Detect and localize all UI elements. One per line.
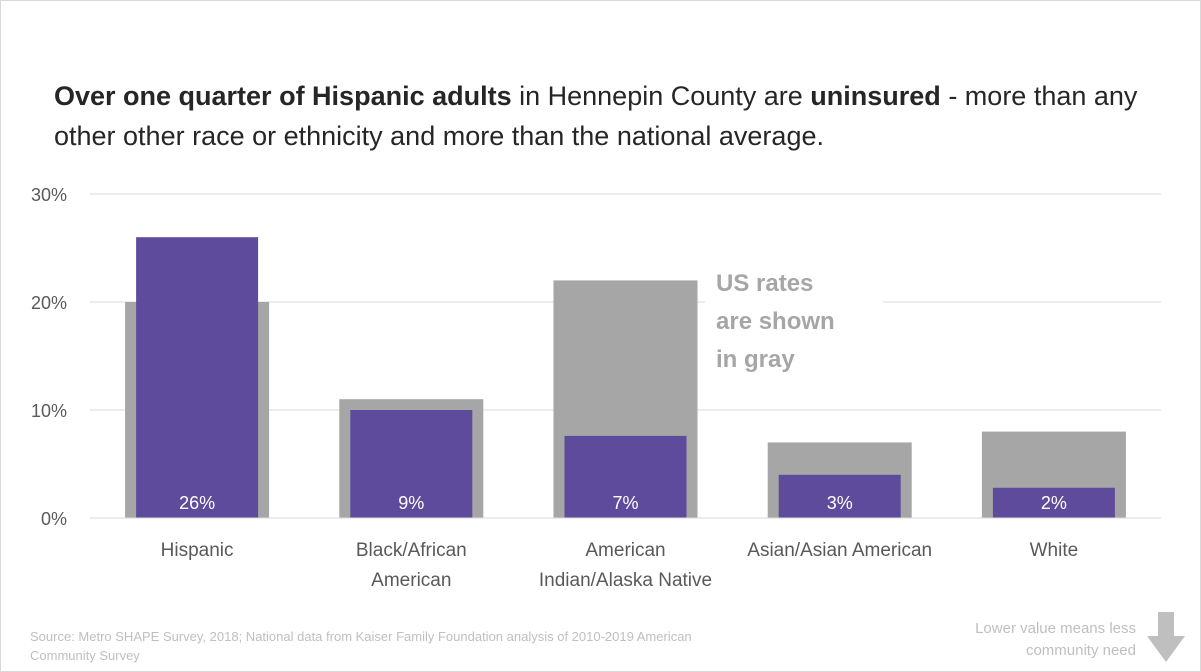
bar-data-label: 9% — [398, 493, 424, 513]
down-arrow-icon — [1147, 612, 1185, 662]
title-text-2: in Hennepin County are — [511, 81, 811, 111]
county-rate-bar — [350, 410, 473, 518]
bar-data-label: 3% — [827, 493, 853, 513]
county-rate-bar — [992, 487, 1115, 518]
x-category-label: Hispanic — [161, 540, 234, 561]
bar-data-label: 7% — [612, 493, 638, 513]
x-category-label: American — [371, 570, 451, 591]
x-category-label: Black/African — [356, 540, 467, 561]
x-category-label: White — [1030, 540, 1079, 561]
title-bold-1: Over one quarter of Hispanic adults — [54, 81, 512, 111]
y-tick-label: 30% — [31, 185, 67, 205]
x-category-label: American — [585, 540, 665, 561]
annotation-text: US rates — [716, 270, 813, 297]
x-category-label: Indian/Alaska Native — [539, 570, 712, 591]
y-tick-label: 10% — [31, 401, 67, 421]
chart-title: Over one quarter of Hispanic adults in H… — [54, 76, 1174, 156]
interpretation-note: Lower value means less community need — [975, 620, 1136, 659]
bar-data-label: 26% — [179, 493, 215, 513]
county-rate-bar — [778, 474, 901, 518]
source-note: Source: Metro SHAPE Survey, 2018; Nation… — [30, 629, 692, 663]
annotation-text: are shown — [716, 308, 835, 335]
county-rate-bar — [564, 435, 687, 518]
title-bold-3: uninsured — [810, 81, 941, 111]
x-category-label: Asian/Asian American — [747, 540, 932, 561]
y-tick-label: 20% — [31, 293, 67, 313]
annotation-text: in gray — [716, 346, 795, 373]
bar-chart: 0% 10% 20% 30% 26% Hispanic 9% Black/African Ame… — [31, 185, 1161, 591]
y-tick-label: 0% — [41, 509, 67, 529]
annotation-background — [705, 262, 883, 374]
county-rate-bar — [136, 237, 259, 518]
bar-data-label: 2% — [1041, 493, 1067, 513]
title-text-4: - more than any other other race or ethn… — [54, 81, 1138, 151]
